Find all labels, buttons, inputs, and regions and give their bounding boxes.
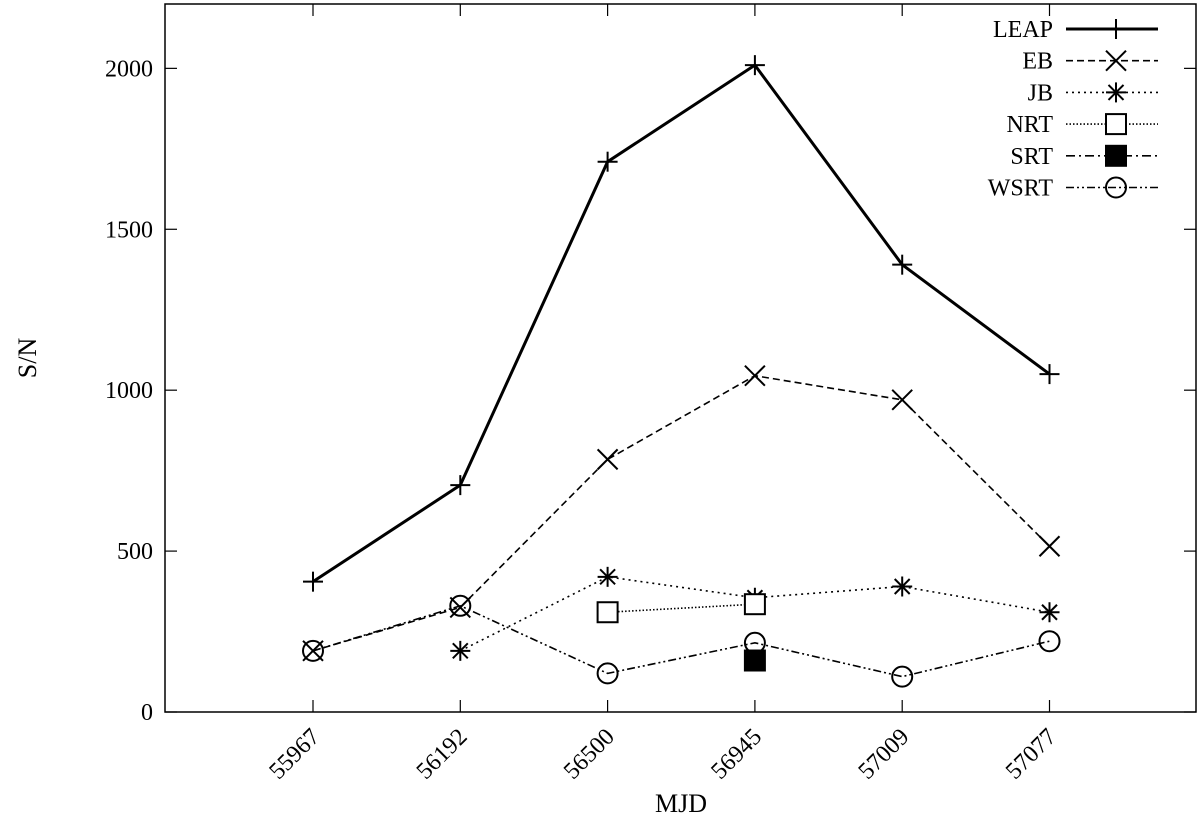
data-point-leap <box>597 151 618 172</box>
legend: LEAP EB JB NRT SRT WSRT <box>988 17 1158 202</box>
data-point-wsrt <box>1038 630 1061 653</box>
series-srt <box>743 649 766 672</box>
data-point-leap <box>744 55 765 76</box>
data-point-jb <box>597 566 618 587</box>
y-tick-label: 0 <box>141 700 153 726</box>
marker-shape <box>743 593 766 616</box>
marker-shape <box>596 601 619 624</box>
x-tick-label: 56945 <box>706 724 767 785</box>
marker-stroke <box>599 568 616 586</box>
series-leap <box>303 55 1060 592</box>
legend-label-nrt: NRT <box>1006 112 1053 138</box>
x-tick-label: 57077 <box>1001 724 1062 785</box>
marker-shape <box>1105 176 1127 199</box>
data-point-eb <box>744 364 766 387</box>
marker-stroke <box>1107 84 1125 101</box>
series-group <box>302 55 1061 688</box>
marker-stroke <box>596 448 619 471</box>
x-tick-label: 56192 <box>412 724 473 785</box>
data-point-eb <box>596 448 619 471</box>
data-point-wsrt <box>891 665 914 688</box>
legend-label-jb: JB <box>1028 80 1053 106</box>
data-point-eb <box>1038 535 1061 557</box>
legend-label-eb: EB <box>1022 49 1053 75</box>
data-point-wsrt <box>596 662 619 685</box>
x-axis-label: MJD <box>655 789 707 818</box>
data-point-leap <box>1039 364 1060 385</box>
data-point-leap <box>450 475 471 496</box>
data-point-nrt <box>743 593 766 616</box>
marker-stroke <box>1041 604 1058 621</box>
legend-marker-jb <box>1106 82 1126 103</box>
legend-label-srt: SRT <box>1010 144 1053 170</box>
data-point-eb <box>891 389 913 411</box>
legend-marker-nrt <box>1105 113 1127 136</box>
plot-frame <box>164 3 1197 713</box>
y-axis-label: S/N <box>13 338 42 379</box>
y-tick-label: 1500 <box>105 217 153 243</box>
marker-stroke <box>891 389 913 411</box>
y-tick-label: 500 <box>117 539 153 565</box>
marker-shape <box>1105 144 1127 167</box>
data-point-eb <box>449 596 472 619</box>
marker-shape <box>449 594 472 617</box>
series-line-eb <box>312 374 1051 652</box>
y-tick-label: 2000 <box>105 56 153 82</box>
legend-marker-wsrt <box>1105 176 1127 199</box>
x-tick-label: 57009 <box>854 724 915 785</box>
marker-shape <box>596 662 619 685</box>
data-point-jb <box>450 640 471 661</box>
series-wsrt <box>302 594 1061 688</box>
series-line-nrt <box>607 603 755 614</box>
data-point-jb <box>892 576 913 597</box>
data-point-leap <box>303 571 323 592</box>
data-point-srt <box>743 649 766 672</box>
x-tick-label: 55967 <box>264 724 325 785</box>
data-point-wsrt <box>743 631 766 654</box>
legend-marker-eb <box>1105 49 1127 72</box>
legend-marker-leap <box>1106 19 1126 39</box>
marker-stroke <box>1038 535 1061 557</box>
series-line-wsrt <box>312 604 1050 678</box>
legend-marker-srt <box>1105 144 1127 167</box>
data-point-wsrt <box>449 594 472 617</box>
marker-shape <box>302 639 324 662</box>
legend-label-wsrt: WSRT <box>988 176 1054 202</box>
series-nrt <box>596 593 766 624</box>
marker-shape <box>1105 113 1127 136</box>
data-point-jb <box>1039 602 1060 623</box>
marker-shape <box>743 649 766 672</box>
data-point-wsrt <box>302 639 324 662</box>
series-line-leap <box>312 63 1051 583</box>
marker-stroke <box>452 642 469 660</box>
data-point-leap <box>892 254 913 275</box>
marker-stroke <box>1105 49 1127 72</box>
legend-label-leap: LEAP <box>993 17 1053 43</box>
x-tick-label: 56500 <box>559 724 620 785</box>
marker-stroke <box>744 364 766 387</box>
plot-border <box>164 3 1197 713</box>
data-point-nrt <box>596 601 619 624</box>
marker-shape <box>1038 630 1061 653</box>
marker-stroke <box>893 578 911 595</box>
marker-shape <box>743 631 766 654</box>
marker-shape <box>891 665 914 688</box>
y-tick-label: 1000 <box>105 378 153 404</box>
